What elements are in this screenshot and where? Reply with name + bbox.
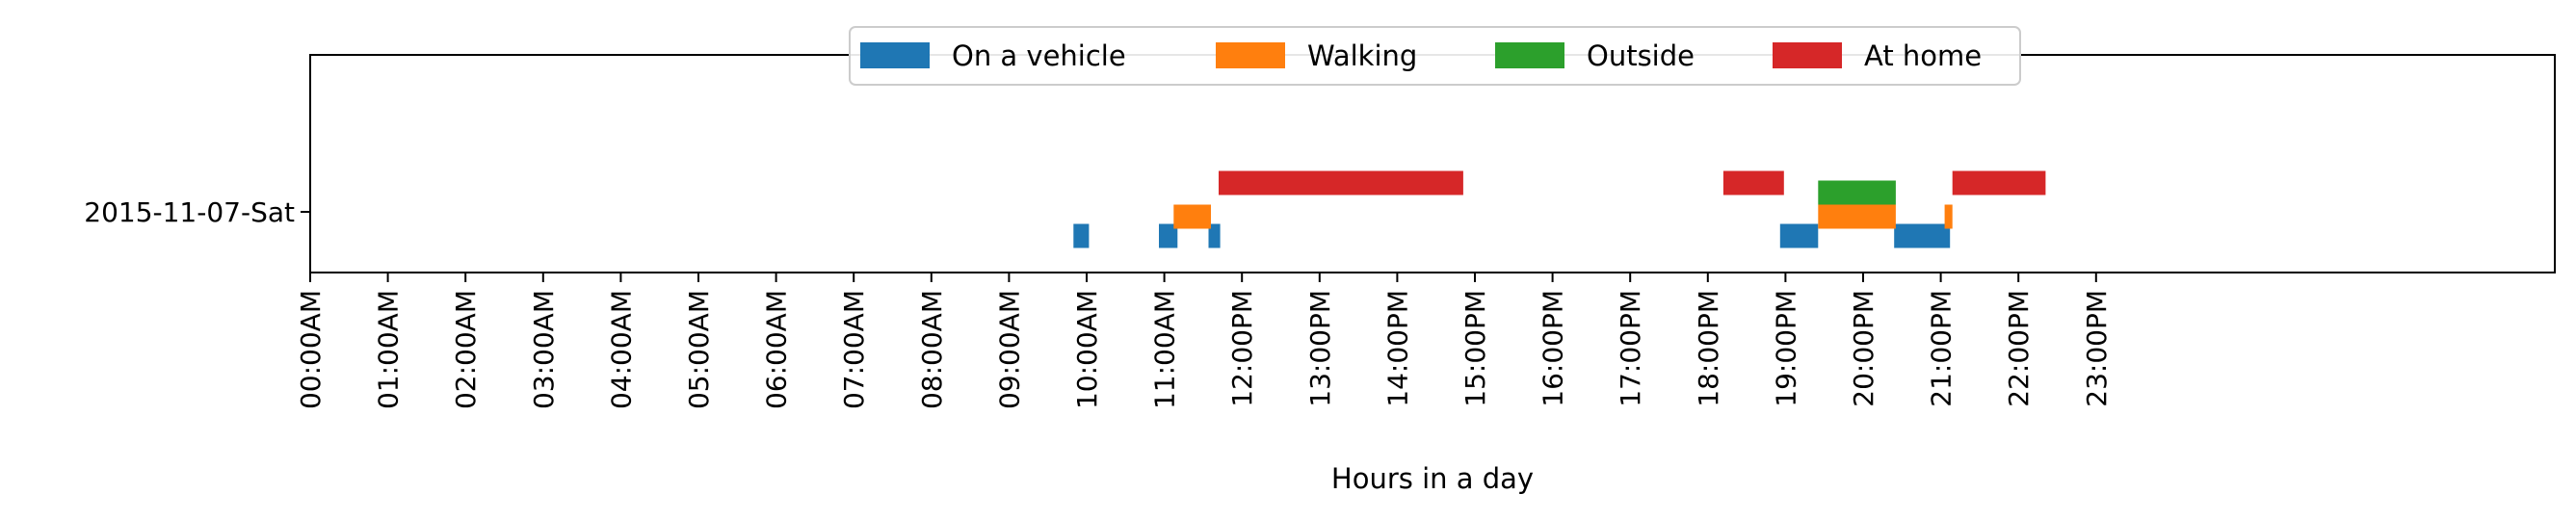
y-tick-label: 2015-11-07-Sat (84, 196, 295, 228)
bar-walking-0 (1173, 204, 1211, 229)
x-tick-label: 00:00AM (295, 290, 327, 409)
x-tick-label: 10:00AM (1071, 290, 1103, 409)
x-tick-label: 09:00AM (993, 290, 1025, 409)
x-tick-label: 15:00PM (1459, 290, 1491, 407)
x-tick-label: 23:00PM (2081, 290, 2113, 407)
x-tick-label: 21:00PM (1926, 290, 1958, 407)
x-tick-label: 05:00AM (683, 290, 715, 409)
x-tick-label: 14:00PM (1381, 290, 1413, 407)
bar-on-a-vehicle-0 (1073, 223, 1090, 248)
legend: On a vehicle Walking Outside At home (849, 26, 2021, 86)
bar-on-a-vehicle-4 (1894, 223, 1951, 248)
x-tick-label: 19:00PM (1770, 290, 1801, 407)
x-tick-label: 06:00AM (761, 290, 793, 409)
bar-at-home-2 (1952, 170, 2046, 195)
bar-on-a-vehicle-1 (1159, 223, 1178, 248)
x-tick-label: 11:00AM (1149, 290, 1181, 409)
bar-at-home-0 (1219, 170, 1463, 195)
x-tick-label: 16:00PM (1538, 290, 1569, 407)
legend-label: Outside (1587, 39, 1695, 72)
x-tick-label: 01:00AM (373, 290, 405, 409)
x-tick-label: 07:00AM (838, 290, 870, 409)
plot-frame (309, 54, 2556, 273)
bar-on-a-vehicle-3 (1779, 223, 1819, 248)
x-axis-label: Hours in a day (1331, 462, 1534, 495)
bar-walking-1 (1818, 204, 1896, 229)
legend-label: Walking (1307, 39, 1417, 72)
x-tick-label: 03:00AM (528, 290, 560, 409)
x-tick-label: 13:00PM (1304, 290, 1336, 407)
bar-on-a-vehicle-2 (1208, 223, 1221, 248)
x-tick-label: 12:00PM (1226, 290, 1258, 407)
y-axis: 2015-11-07-Sat (84, 196, 310, 228)
x-tick-label: 22:00PM (2003, 290, 2035, 407)
x-tick-label: 08:00AM (916, 290, 948, 409)
legend-swatch-outside (1495, 42, 1564, 68)
x-axis: 00:00AM 01:00AM 02:00AM 03:00AM 04:00AM 05:00… (295, 273, 2113, 409)
bar-walking-2 (1944, 204, 1953, 229)
legend-label: At home (1864, 39, 1982, 72)
legend-swatch-at-home (1773, 42, 1842, 68)
legend-swatch-walking (1216, 42, 1285, 68)
x-tick-label: 02:00AM (450, 290, 482, 409)
x-tick-label: 20:00PM (1848, 290, 1879, 407)
legend-label: On a vehicle (952, 39, 1126, 72)
bar-outside-0 (1818, 180, 1896, 205)
bar-at-home-1 (1722, 170, 1784, 195)
legend-box (849, 26, 2021, 86)
x-tick-label: 18:00PM (1693, 290, 1724, 407)
chart-bars (1073, 170, 2046, 248)
x-tick-label: 04:00AM (605, 290, 637, 409)
x-tick-label: 17:00PM (1615, 290, 1646, 407)
legend-swatch-on-a-vehicle (860, 42, 930, 68)
